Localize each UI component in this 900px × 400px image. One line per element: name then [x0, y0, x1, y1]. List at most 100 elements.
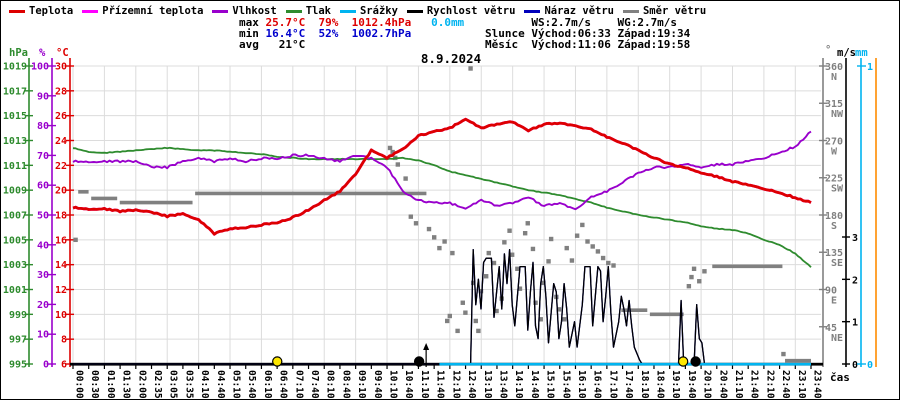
srazky-swatch: [339, 9, 356, 13]
svg-text:20: 20: [37, 300, 49, 311]
svg-text:270: 270: [825, 136, 843, 147]
svg-text:3: 3: [852, 233, 858, 244]
svg-text:09:10: 09:10: [356, 370, 367, 399]
svg-text:20:10: 20:10: [702, 370, 713, 399]
legend-item-prizemni-teplota: Přízemní teplota: [82, 5, 203, 17]
svg-text:315: 315: [825, 99, 843, 110]
svg-text:225: 225: [825, 174, 843, 185]
svg-text:24: 24: [55, 136, 67, 147]
stats-max-label: max: [239, 16, 266, 29]
smer-vetru-swatch: [622, 9, 639, 13]
svg-text:1001: 1001: [3, 285, 27, 296]
svg-text:S: S: [831, 221, 837, 232]
svg-text:16:40: 16:40: [592, 370, 603, 399]
legend-item-smer-vetru: Směr větru: [622, 5, 707, 17]
svg-text:16: 16: [55, 235, 67, 246]
svg-text:18:10: 18:10: [639, 370, 650, 399]
svg-text:28: 28: [55, 86, 67, 97]
tlak-swatch: [285, 9, 302, 13]
svg-text:02:35: 02:35: [152, 370, 163, 399]
chart-title-date: 8.9.2024: [420, 51, 482, 66]
svg-text:10:10: 10:10: [388, 370, 399, 399]
svg-text:m/s: m/s: [837, 47, 856, 59]
svg-text:135: 135: [825, 248, 843, 259]
svg-text:18: 18: [55, 211, 67, 222]
svg-text:8: 8: [61, 335, 67, 346]
svg-text:08:40: 08:40: [340, 370, 351, 399]
svg-text:180: 180: [825, 211, 843, 222]
sun-moon-wind-info: WS:2.7m/s WG:2.7m/s Slunce Východ:06:33 …: [485, 17, 690, 50]
teplota-swatch: [9, 9, 25, 13]
svg-text:30: 30: [37, 270, 49, 281]
svg-text:80: 80: [37, 121, 49, 132]
svg-text:00:30: 00:30: [89, 370, 100, 399]
svg-text:1003: 1003: [3, 260, 27, 271]
svg-text:1009: 1009: [3, 186, 27, 197]
svg-text:22:10: 22:10: [764, 370, 775, 399]
svg-text:1: 1: [852, 318, 858, 329]
svg-text:12:10: 12:10: [450, 370, 461, 399]
svg-text:18:40: 18:40: [654, 370, 665, 399]
svg-text:19:10: 19:10: [670, 370, 681, 399]
legend-item-rychlost-vetru: Rychlost větru: [406, 5, 516, 17]
svg-text:14: 14: [55, 260, 67, 271]
svg-text:02:00: 02:00: [136, 370, 147, 399]
svg-text:1013: 1013: [3, 136, 27, 147]
svg-text:360: 360: [825, 62, 843, 73]
svg-text:1011: 1011: [3, 161, 27, 172]
svg-text:22:40: 22:40: [780, 370, 791, 399]
svg-text:01:30: 01:30: [121, 370, 132, 399]
svg-text:40: 40: [37, 240, 49, 251]
svg-text:°: °: [825, 44, 831, 56]
svg-text:1005: 1005: [3, 235, 27, 246]
svg-text:22: 22: [55, 161, 67, 172]
svg-text:23:10: 23:10: [796, 370, 807, 399]
legend-item-naraz-vetru: Náraz větru: [524, 5, 614, 17]
svg-text:01:00: 01:00: [105, 370, 116, 399]
svg-text:90: 90: [825, 285, 837, 296]
svg-text:0: 0: [43, 360, 49, 371]
legend-label: Tlak: [305, 5, 331, 17]
legend-item-teplota: Teplota: [9, 5, 73, 17]
svg-text:0: 0: [867, 360, 873, 371]
stats-max-precip: 0.0mm: [411, 16, 465, 29]
svg-text:14:10: 14:10: [513, 370, 524, 399]
svg-text:05:40: 05:40: [246, 370, 257, 399]
legend-label: Srážky: [359, 5, 398, 17]
legend-label: Náraz větru: [544, 5, 614, 17]
svg-text:07:40: 07:40: [309, 370, 320, 399]
svg-text:1015: 1015: [3, 111, 27, 122]
svg-text:11:10: 11:10: [419, 370, 430, 399]
svg-text:10:40: 10:40: [403, 370, 414, 399]
svg-text:05:10: 05:10: [231, 370, 242, 399]
svg-text:100: 100: [31, 62, 49, 73]
svg-text:°C: °C: [56, 47, 69, 59]
stats-avg: avg 21°C: [239, 38, 306, 51]
moon-times: Měsíc Východ:11:06 Západ:19:58: [485, 38, 691, 51]
svg-text:SE: SE: [831, 258, 843, 269]
svg-text:NW: NW: [831, 109, 844, 120]
svg-text:13:40: 13:40: [497, 370, 508, 399]
svg-text:1007: 1007: [3, 211, 27, 222]
legend-label: Přízemní teplota: [102, 5, 204, 17]
legend-label: Směr větru: [642, 5, 707, 17]
svg-text:04:10: 04:10: [199, 370, 210, 399]
svg-text:0: 0: [852, 360, 858, 371]
svg-text:21:10: 21:10: [733, 370, 744, 399]
svg-text:1: 1: [867, 62, 873, 73]
svg-text:03:35: 03:35: [183, 370, 194, 399]
svg-text:26: 26: [55, 111, 67, 122]
svg-text:1019: 1019: [3, 62, 27, 73]
svg-text:03:05: 03:05: [168, 370, 179, 399]
svg-text:19:40: 19:40: [686, 370, 697, 399]
svg-text:16:10: 16:10: [576, 370, 587, 399]
svg-text:60: 60: [37, 181, 49, 192]
legend-label: Rychlost větru: [426, 5, 516, 17]
svg-text:997: 997: [9, 335, 27, 346]
svg-text:hPa: hPa: [9, 47, 28, 59]
svg-text:1017: 1017: [3, 86, 27, 97]
svg-text:12:40: 12:40: [466, 370, 477, 399]
naraz-vetru-swatch: [524, 9, 541, 13]
svg-text:90: 90: [37, 91, 49, 102]
